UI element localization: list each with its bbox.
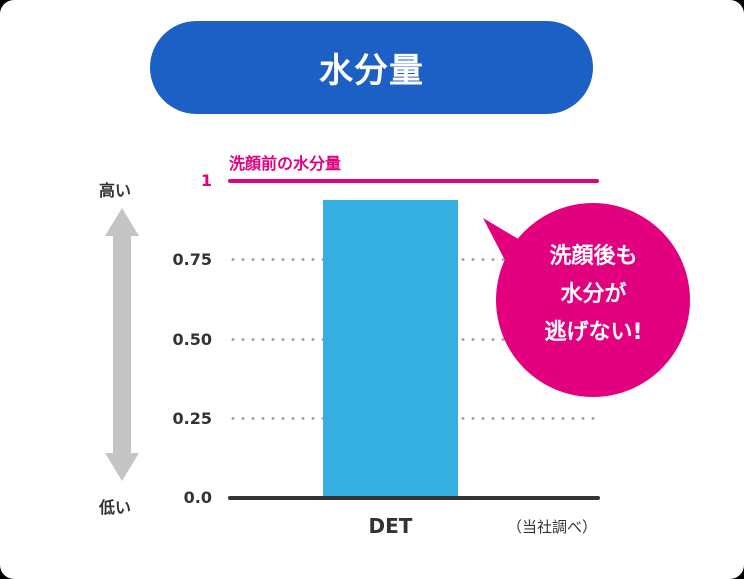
y-axis-high-label: 高い [99, 181, 132, 200]
chart-title: 水分量 [150, 21, 593, 114]
reference-line [228, 179, 599, 183]
up-down-arrow-icon [105, 208, 139, 481]
y-tick-0-75: 0.75 [172, 250, 212, 269]
source-note: （当社調べ） [507, 518, 598, 536]
callout-line-3: 逃げない! [544, 320, 643, 345]
y-tick-0-25: 0.25 [172, 409, 212, 428]
x-label-det: DET [368, 514, 413, 538]
callout-line-2: 水分が [560, 282, 627, 307]
y-axis-low-label: 低い [99, 498, 132, 517]
callout-text: 洗顔後も 水分が 逃げない! [497, 238, 690, 352]
y-tick-1: 1 [200, 171, 212, 190]
y-tick-0-50: 0.50 [172, 330, 212, 349]
x-axis-baseline [228, 496, 600, 500]
y-tick-0-0: 0.0 [183, 488, 212, 507]
callout-bubble [483, 203, 690, 397]
bar-det [323, 200, 458, 498]
reference-line-label: 洗顔前の水分量 [229, 154, 342, 173]
callout-line-1: 洗顔後も [549, 244, 638, 269]
